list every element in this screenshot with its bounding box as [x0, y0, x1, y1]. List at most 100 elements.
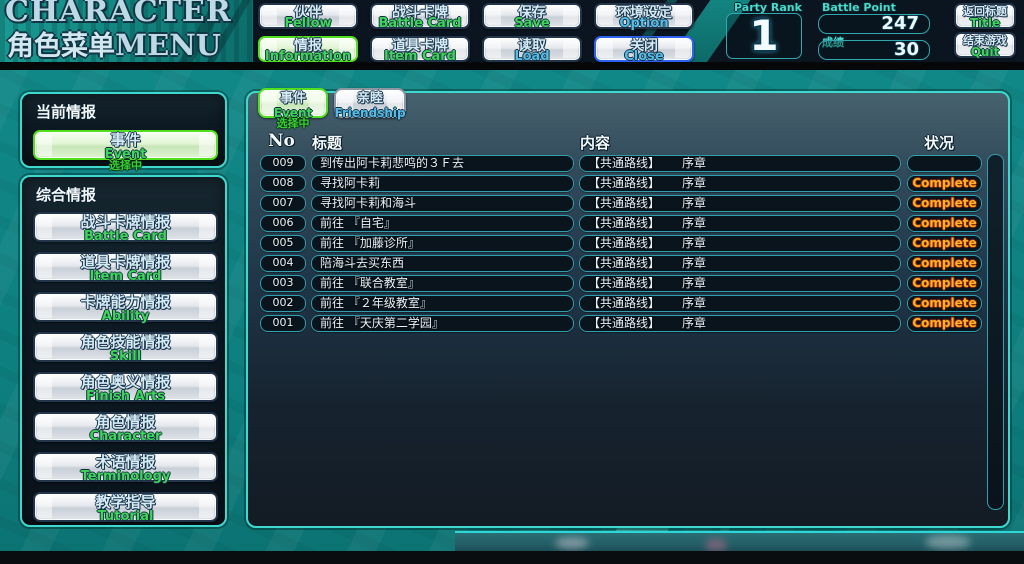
sidebar-item-finish-arts-info-label-en: Finish Arts — [86, 389, 165, 404]
page-title-chinese: 角色菜单 — [7, 31, 115, 62]
quit-game-button[interactable]: 结束游戏 Quit — [954, 32, 1016, 59]
nav-button-fellow-label-cn: 伙伴 — [294, 5, 322, 21]
event-content: 【共通路线】 序章 — [579, 255, 901, 272]
event-number: 009 — [260, 155, 306, 172]
sidebar-item-item-card-info-label-cn: 道具卡牌情报 — [80, 253, 171, 271]
event-status: Complete — [907, 235, 982, 252]
nav-button-battle-card[interactable]: 战斗卡牌 Battle Card — [370, 3, 470, 31]
return-title-button[interactable]: 返回标题 Title — [954, 3, 1016, 30]
table-row[interactable]: 002 前往 『２年级教室』 【共通路线】 序章 Complete — [248, 295, 1008, 312]
quit-game-button-label-cn: 结束游戏 — [963, 34, 1007, 47]
sidebar-item-tutorial[interactable]: 教学指导 Tutorial — [33, 492, 218, 524]
event-status: Complete — [907, 295, 982, 312]
sidebar-item-terminology-info-label-en: Terminology — [80, 469, 171, 484]
sidebar-item-event-label-cn: 事件 — [110, 131, 141, 149]
table-row[interactable]: 001 前往 『天庆第二学园』 【共通路线】 序章 Complete — [248, 315, 1008, 332]
event-title: 寻找阿卡莉 — [311, 175, 574, 192]
table-row[interactable]: 005 前往 『加藤诊所』 【共通路线】 序章 Complete — [248, 235, 1008, 252]
sidebar-item-event[interactable]: 事件 Event 选择中 — [33, 130, 218, 172]
nav-button-load[interactable]: 读取 Load — [482, 36, 582, 62]
nav-button-close[interactable]: 关闭 Close — [594, 36, 694, 62]
sidebar-item-terminology-info[interactable]: 术语情报 Terminology — [33, 452, 218, 484]
tab-friendship-label-cn: 亲睦 — [356, 91, 383, 106]
nav-button-battle-card-label-cn: 战斗卡牌 — [392, 5, 448, 21]
event-content: 【共通路线】 序章 — [579, 215, 901, 232]
event-number: 007 — [260, 195, 306, 212]
event-title: 前往 『加藤诊所』 — [311, 235, 574, 252]
table-row[interactable]: 008 寻找阿卡莉 【共通路线】 序章 Complete — [248, 175, 1008, 192]
return-title-button-label-cn: 返回标题 — [963, 5, 1007, 18]
battle-point-label: Battle Point — [822, 1, 896, 14]
event-status: Complete — [907, 175, 982, 192]
sidebar-item-battle-card-info-label-en: Battle Card — [84, 229, 167, 244]
nav-button-fellow[interactable]: 伙伴 Fellow — [258, 3, 358, 31]
sidebar-item-terminology-info-label-cn: 术语情报 — [95, 453, 156, 471]
nav-button-save[interactable]: 保存 Save — [482, 3, 582, 31]
event-number: 002 — [260, 295, 306, 312]
table-row[interactable]: 009 到传出阿卡莉悲鸣的３Ｆ去 【共通路线】 序章 — [248, 155, 1008, 172]
header-nav: 伙伴 Fellow 战斗卡牌 Battle Card 保存 Save 环境设定 … — [258, 3, 694, 62]
column-header-content: 内容 — [580, 134, 611, 152]
general-info-title: 综合情报 — [36, 186, 97, 204]
event-content: 【共通路线】 序章 — [579, 315, 901, 332]
nav-button-information[interactable]: 情报 Information 选择中 — [258, 36, 358, 62]
tab-friendship[interactable]: 亲睦 Friendship — [334, 88, 406, 120]
sidebar-item-ability-info-label-cn: 卡牌能力情报 — [80, 293, 171, 311]
event-status: Complete — [907, 315, 982, 332]
event-status: Complete — [907, 215, 982, 232]
bottom-black-bar — [0, 551, 1024, 564]
event-number: 006 — [260, 215, 306, 232]
table-row[interactable]: 003 前往 『联合教室』 【共通路线】 序章 Complete — [248, 275, 1008, 292]
sidebar-item-finish-arts-info[interactable]: 角色奥义情报 Finish Arts — [33, 372, 218, 404]
column-header-no: No — [268, 131, 295, 151]
current-info-title: 当前情报 — [36, 103, 97, 121]
nav-button-option[interactable]: 环境设定 Option — [594, 3, 694, 31]
sidebar-item-tutorial-label-cn: 教学指导 — [95, 493, 156, 511]
tab-friendship-label-en: Friendship — [334, 106, 406, 120]
nav-button-item-card-label-en: Item Card — [384, 49, 456, 62]
table-row[interactable]: 006 前往 『自宅』 【共通路线】 序章 Complete — [248, 215, 1008, 232]
selecting-tag: 选择中 — [260, 60, 356, 62]
event-number: 004 — [260, 255, 306, 272]
header: CHARACTER 角色菜单MENU 伙伴 Fellow 战斗卡牌 Battle… — [0, 0, 1024, 62]
sidebar-item-tutorial-label-en: Tutorial — [97, 509, 154, 524]
nav-button-close-label-cn: 关闭 — [630, 38, 658, 54]
table-row[interactable]: 007 寻找阿卡莉和海斗 【共通路线】 序章 Complete — [248, 195, 1008, 212]
event-title: 寻找阿卡莉和海斗 — [311, 195, 574, 212]
table-row[interactable]: 004 陪海斗去买东西 【共通路线】 序章 Complete — [248, 255, 1008, 272]
column-header-status: 状况 — [924, 134, 955, 152]
event-title: 前往 『天庆第二学园』 — [311, 315, 574, 332]
nav-button-load-label-en: Load — [514, 49, 550, 62]
nav-button-item-card[interactable]: 道具卡牌 Item Card — [370, 36, 470, 62]
scrollbar[interactable] — [987, 154, 1004, 510]
sidebar-item-skill-info[interactable]: 角色技能情报 Skill — [33, 332, 218, 364]
event-content: 【共通路线】 序章 — [579, 195, 901, 212]
nav-button-information-label-en: Information — [264, 49, 352, 62]
event-number: 005 — [260, 235, 306, 252]
event-status: Complete — [907, 195, 982, 212]
score-value: 30 — [893, 39, 919, 60]
sidebar-item-character-info[interactable]: 角色情报 Character — [33, 412, 218, 444]
nav-button-information-label-cn: 情报 — [294, 38, 322, 54]
nav-button-option-label-en: Option — [619, 16, 669, 31]
event-title: 前往 『２年级教室』 — [311, 295, 574, 312]
tab-event[interactable]: 事件 Event 选择中 — [258, 88, 328, 130]
event-content: 【共通路线】 序章 — [579, 235, 901, 252]
current-info-panel: 当前情报 事件 Event 选择中 — [20, 92, 227, 172]
party-rank-label: Party Rank — [734, 1, 802, 14]
nav-button-close-label-en: Close — [624, 49, 664, 62]
tab-event-label-en: Event — [273, 106, 313, 120]
nav-button-save-label-en: Save — [514, 16, 550, 31]
event-title: 到传出阿卡莉悲鸣的３Ｆ去 — [311, 155, 574, 172]
sidebar-item-ability-info[interactable]: 卡牌能力情报 Ability — [33, 292, 218, 324]
nav-button-load-label-cn: 读取 — [518, 38, 546, 54]
nav-button-save-label-cn: 保存 — [518, 5, 546, 21]
selecting-tag: 选择中 — [276, 117, 310, 130]
sidebar-item-battle-card-info[interactable]: 战斗卡牌情报 Battle Card — [33, 212, 218, 244]
battle-point-value: 247 — [881, 13, 919, 34]
sidebar-item-item-card-info[interactable]: 道具卡牌情报 Item Card — [33, 252, 218, 284]
tab-event-label-cn: 事件 — [279, 91, 306, 106]
event-list: 009 到传出阿卡莉悲鸣的３Ｆ去 【共通路线】 序章 008 寻找阿卡莉 【共通路… — [248, 155, 1008, 335]
event-number: 008 — [260, 175, 306, 192]
sidebar-item-character-info-label-cn: 角色情报 — [95, 413, 156, 431]
